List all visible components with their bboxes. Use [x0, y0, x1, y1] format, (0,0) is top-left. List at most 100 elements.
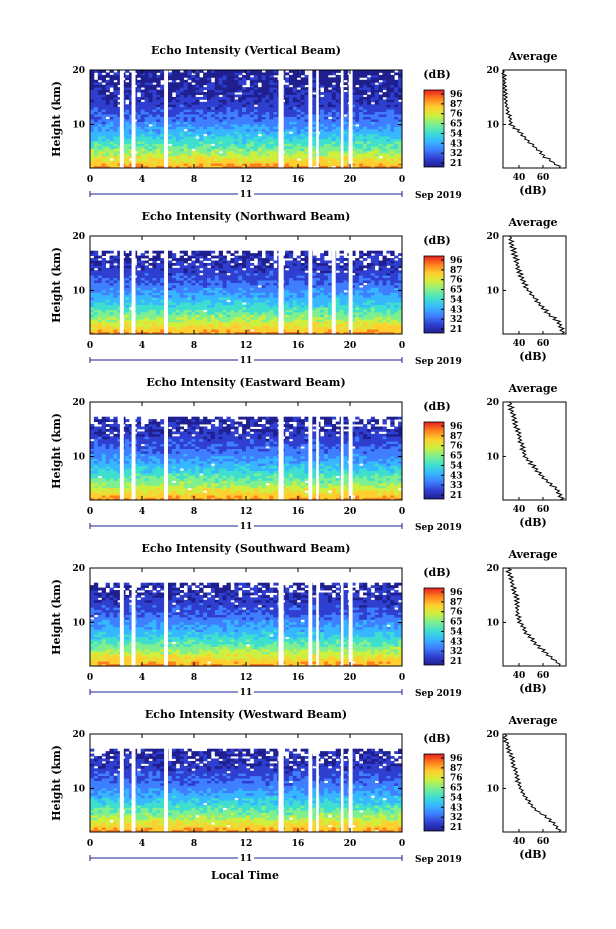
heatmap-cell [175, 70, 181, 73]
heatmap-cell [238, 131, 243, 135]
heatmap-cell [105, 145, 110, 149]
heatmap-cell [285, 94, 290, 98]
heatmap-cell [136, 150, 142, 154]
heatmap-cell [285, 289, 290, 293]
heatmap-cell [249, 158, 255, 162]
heatmap-cell [285, 329, 290, 332]
heatmap-cell [152, 128, 157, 132]
heatmap-cell [327, 289, 333, 293]
heatmap-cell [386, 153, 391, 157]
heatmap-cell [203, 111, 208, 115]
heatmap-cell [324, 114, 329, 117]
heatmap-cell [253, 119, 259, 122]
heatmap-cell [300, 163, 305, 166]
heatmap-cell [374, 302, 379, 305]
heatmap-cell [390, 121, 395, 125]
heatmap-cell [222, 126, 227, 130]
heatmap-cell [179, 119, 184, 122]
heatmap-cell [175, 106, 181, 110]
heatmap-cell [179, 74, 184, 78]
heatmap-cell [300, 84, 305, 88]
heatmap-cell [218, 299, 223, 303]
heatmap-cell [343, 148, 348, 152]
heatmap-cell [249, 307, 255, 310]
heatmap-cell [105, 294, 110, 298]
heatmap-cell [242, 145, 247, 149]
heatmap-cell [218, 72, 223, 76]
heatmap-cell [320, 331, 325, 335]
heatmap-cell [218, 158, 223, 162]
heatmap-cell [355, 294, 360, 298]
heatmap-cell [253, 297, 259, 301]
heatmap-cell [234, 287, 239, 291]
heatmap-cell [199, 292, 204, 296]
heatmap-cell [234, 307, 239, 310]
heatmap-cell [339, 287, 344, 291]
heatmap-cell [390, 79, 395, 83]
heatmap-cell [249, 116, 255, 120]
heatmap-cell [207, 150, 212, 154]
heatmap-cell [386, 114, 391, 117]
heatmap-cell [93, 111, 99, 115]
heatmap-cell [90, 316, 95, 320]
heatmap-cell [370, 133, 376, 137]
heatmap-cell [265, 331, 270, 335]
heatmap-cell [168, 148, 173, 152]
heatmap-cell [191, 289, 196, 293]
heatmap-cell [125, 121, 130, 125]
heatmap-cell [183, 114, 188, 117]
heatmap-cell [273, 96, 278, 100]
heatmap-cell [382, 326, 387, 330]
heatmap-cell [327, 114, 333, 117]
heatmap-cell [183, 280, 188, 283]
heatmap-cell [207, 123, 212, 127]
heatmap-cell [113, 106, 118, 110]
heatmap-cell [105, 74, 110, 78]
heatmap-cell [238, 165, 243, 169]
heatmap-cell [390, 84, 395, 88]
heatmap-cell [359, 165, 364, 169]
heatmap-cell [156, 145, 161, 149]
heatmap-cell [144, 79, 149, 83]
heatmap-cell [363, 294, 368, 298]
heatmap-cell [214, 136, 220, 139]
heatmap-cell [296, 285, 301, 288]
heatmap-cell [382, 321, 387, 325]
heatmap-cell [195, 104, 200, 108]
heatmap-cell [253, 131, 259, 135]
heatmap-cell [171, 329, 177, 332]
heatmap-cell [288, 150, 294, 154]
heatmap-cell [230, 314, 235, 318]
heatmap-cell [203, 72, 208, 76]
heatmap-cell [246, 74, 251, 78]
heatmap-cell [156, 123, 161, 127]
heatmap-cell [366, 316, 372, 320]
heatmap-cell [218, 319, 223, 323]
heatmap-cell [296, 141, 301, 144]
heatmap-cell [269, 131, 274, 135]
heatmap-cell [97, 331, 103, 335]
heatmap-cell [238, 72, 243, 76]
heatmap-cell [269, 299, 274, 303]
heatmap-cell [129, 92, 134, 95]
heatmap-cell [203, 106, 208, 110]
heatmap-cell [90, 304, 95, 308]
heatmap-cell [144, 309, 149, 313]
heatmap-cell [394, 309, 399, 313]
heatmap-cell [160, 331, 165, 335]
heatmap-cell [242, 82, 247, 86]
heatmap-cell [97, 114, 103, 117]
heatmap-cell [366, 331, 372, 335]
heatmap-cell [101, 150, 106, 154]
heatmap-cell [117, 277, 122, 281]
heatmap-cell [300, 101, 305, 105]
heatmap-cell [136, 109, 142, 113]
heatmap-cell [320, 121, 325, 125]
heatmap-cell [355, 133, 360, 137]
heatmap-cell [253, 280, 259, 283]
heatmap-cell [156, 101, 161, 105]
heatmap-cell [90, 145, 95, 149]
heatmap-cell [265, 123, 270, 127]
heatmap-cell [296, 133, 301, 137]
heatmap-cell [320, 150, 325, 154]
